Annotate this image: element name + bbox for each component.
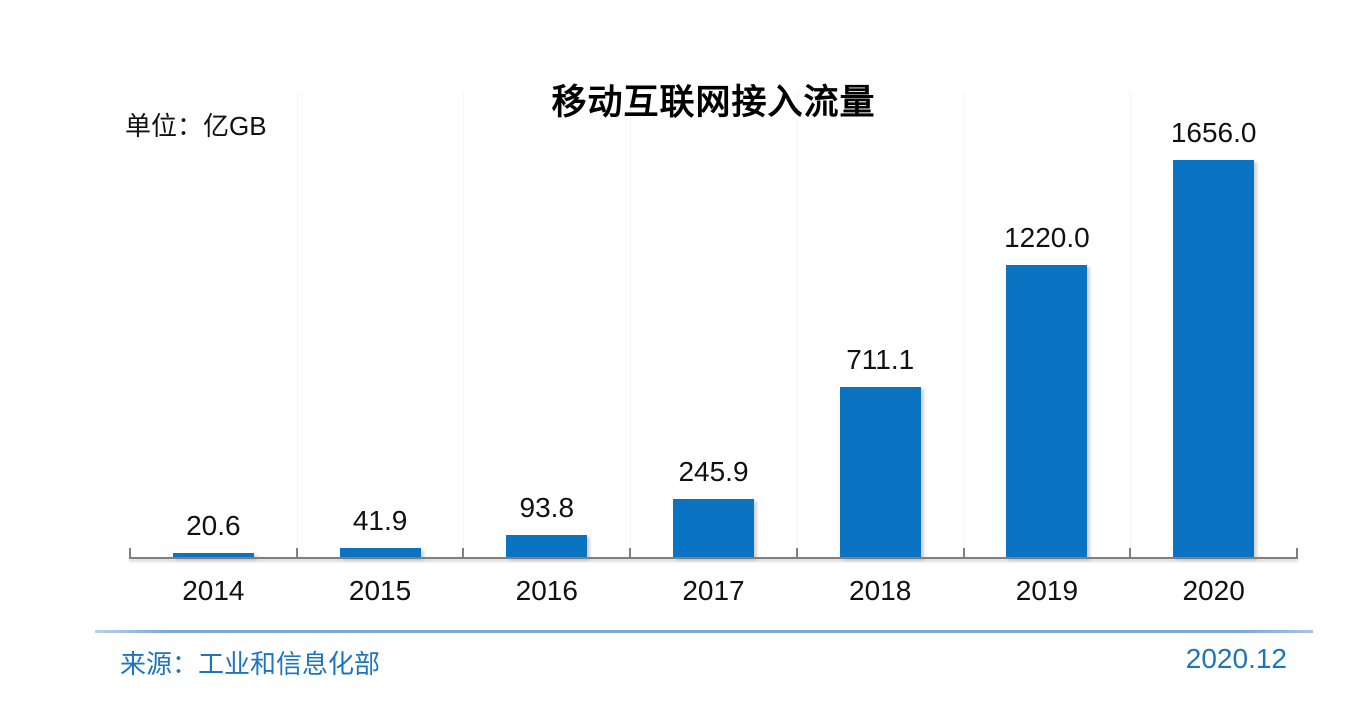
x-axis-tick: [796, 548, 798, 558]
plot-area: 20.6 41.9 93.8 245.9 711.1 1220.0 1656.0: [129, 0, 1298, 558]
bar-value-label-2018: 711.1: [846, 344, 915, 375]
source-label: 来源：工业和信息化部: [120, 649, 381, 679]
x-axis-label-2014: 2014: [182, 575, 245, 606]
gridline: [964, 92, 965, 558]
bar-value-label-2016: 93.8: [519, 492, 575, 523]
x-axis-label-2019: 2019: [1015, 575, 1079, 606]
bar-2018: [839, 387, 921, 558]
x-axis-tick: [629, 548, 631, 558]
gridline: [630, 92, 631, 558]
gridline: [463, 92, 464, 558]
x-axis-line: [129, 557, 1298, 559]
bar-2019: [1006, 265, 1088, 558]
bar-value-label-2015: 41.9: [352, 505, 408, 536]
bar-2014: [172, 553, 254, 558]
gridline: [297, 92, 298, 558]
x-axis-label-2016: 2016: [515, 575, 578, 606]
x-axis-label-2015: 2015: [348, 575, 412, 606]
bar-2017: [673, 499, 754, 558]
gridline: [1130, 92, 1131, 558]
bar-2020: [1173, 160, 1255, 558]
x-axis-label-2020: 2020: [1182, 575, 1245, 606]
x-axis-tick: [129, 548, 131, 558]
bar-value-label-2017: 245.9: [678, 456, 749, 487]
unit-label: 单位：亿GB: [125, 111, 267, 141]
x-axis-tick: [296, 548, 298, 558]
bar-2015: [339, 548, 421, 558]
x-axis-label-2017: 2017: [682, 575, 745, 606]
gridline: [797, 92, 798, 558]
report-date-label: 2020.12: [1185, 643, 1287, 674]
x-axis-label-2018: 2018: [849, 575, 912, 606]
x-axis-tick: [1296, 548, 1298, 558]
x-axis-tick: [1129, 548, 1131, 558]
chart-title: 移动互联网接入流量: [551, 83, 876, 122]
footer-divider-line: [95, 630, 1313, 633]
bar-value-label-2019: 1220.0: [1004, 222, 1090, 253]
x-axis-tick: [462, 548, 464, 558]
x-axis-tick: [963, 548, 965, 558]
bar-value-label-2014: 20.6: [186, 510, 241, 541]
bar-value-label-2020: 1656.0: [1170, 117, 1257, 148]
bar-2016: [506, 535, 588, 558]
